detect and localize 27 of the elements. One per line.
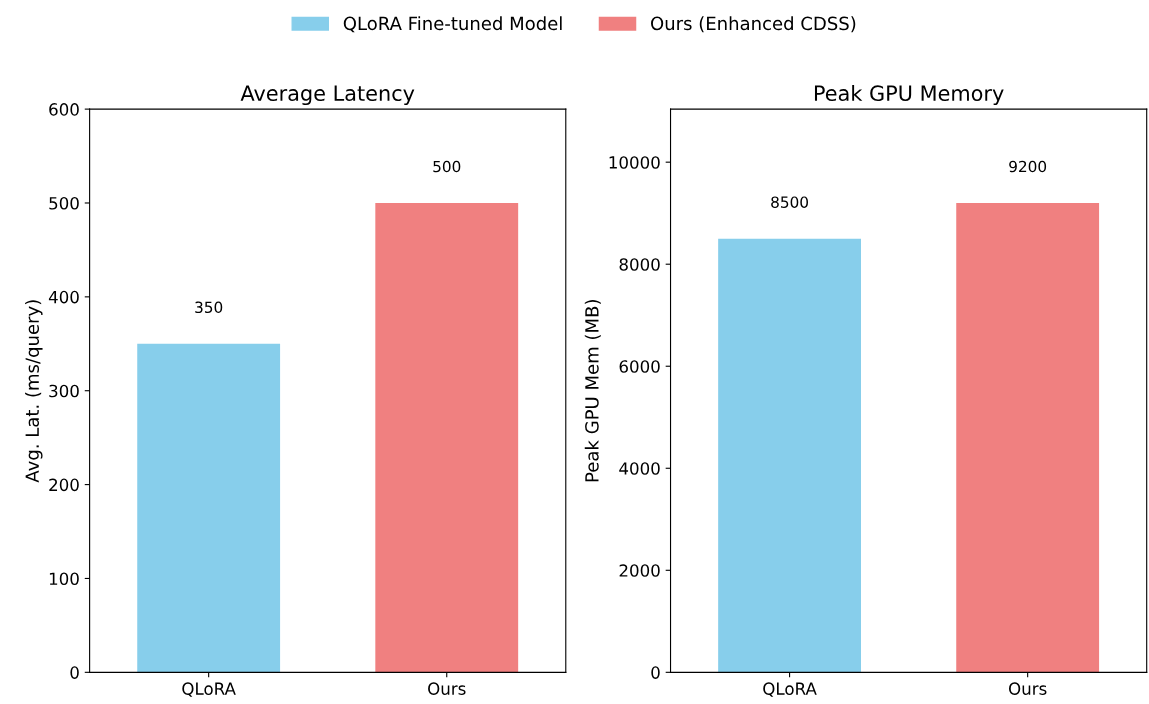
legend-label: QLoRA Fine-tuned Model (343, 16, 562, 33)
y-tick-label: 300 (49, 384, 79, 398)
y-tick-label: 8000 (619, 258, 660, 271)
y-tick-label: 2000 (619, 564, 660, 577)
y-axis-title: Peak GPU Mem (MB) (584, 300, 601, 482)
x-tick-label: QLoRA (182, 682, 236, 697)
y-tick-label: 400 (48, 290, 79, 304)
y-tick-label: 0 (651, 666, 660, 679)
data-label: 8500 (771, 196, 809, 208)
x-tick-label: QLoRA (763, 682, 817, 697)
chart-title: Peak GPU Memory (814, 84, 1004, 106)
y-tick-label: 4000 (619, 462, 660, 475)
x-tick-label: Ours (428, 682, 466, 695)
data-label: 350 (195, 301, 223, 314)
y-tick-label: 10000 (609, 156, 660, 169)
y-tick-label: 6000 (619, 360, 660, 373)
y-tick-label: 500 (49, 196, 79, 210)
data-label: 9200 (1009, 160, 1047, 173)
y-tick-label: 100 (49, 572, 79, 586)
chart-title: Average Latency (240, 85, 415, 106)
y-axis-title: Avg. Lat. (ms/query) (25, 300, 43, 483)
legend-label: Ours (Enhanced CDSS) (651, 16, 856, 33)
data-label: 500 (433, 160, 461, 173)
y-tick-label: 600 (49, 103, 79, 116)
y-tick-label: 200 (49, 478, 79, 492)
y-tick-label: 0 (70, 666, 79, 679)
x-tick-label: Ours (1008, 682, 1047, 695)
